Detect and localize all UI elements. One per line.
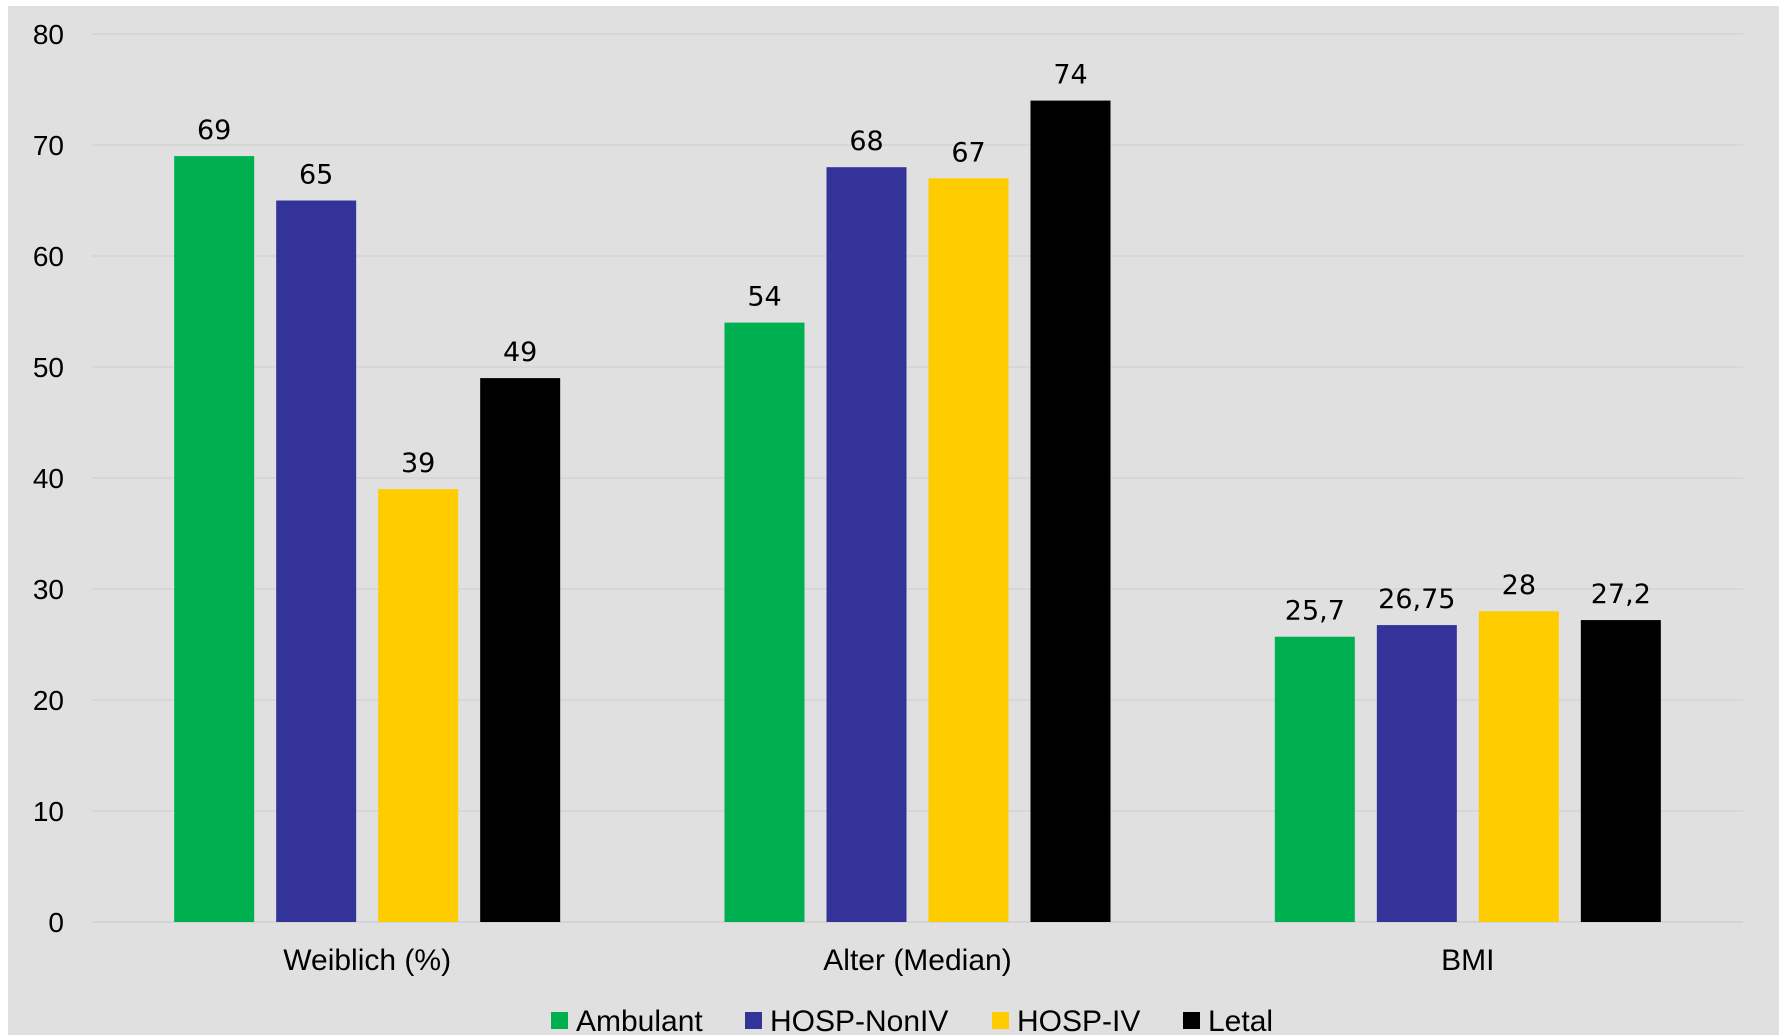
legend-label: HOSP-NonIV (770, 1005, 948, 1035)
data-label: 49 (503, 337, 537, 368)
y-axis: 0 10 20 30 40 50 60 70 80 (33, 19, 64, 938)
data-label: 68 (849, 126, 883, 157)
bar-hosp-noniv-2 (826, 167, 907, 922)
legend-label: HOSP-IV (1017, 1005, 1140, 1035)
bar-ambulant-1 (174, 156, 255, 923)
legend: Ambulant HOSP-NonIV HOSP-IV Letal (551, 1005, 1273, 1035)
x-category-label: BMI (1441, 944, 1494, 977)
data-label: 27,2 (1591, 579, 1651, 610)
y-tick-label: 40 (33, 463, 64, 494)
y-tick-label: 70 (33, 130, 64, 161)
bar-hosp-iv-2 (928, 178, 1009, 923)
bar-hosp-noniv-1 (276, 200, 357, 922)
bar-ambulant-2 (724, 322, 805, 923)
legend-swatch-hosp-noniv (745, 1012, 762, 1029)
legend-swatch-hosp-iv (992, 1012, 1009, 1029)
y-tick-label: 50 (33, 352, 64, 383)
gridlines (92, 33, 1743, 923)
data-label: 65 (299, 160, 333, 191)
y-tick-label: 80 (33, 19, 64, 50)
bar-hosp-iv-3 (1478, 611, 1559, 922)
legend-swatch-letal (1183, 1012, 1200, 1029)
data-labels: 69 65 39 49 54 68 67 74 25,7 26,75 28 27,2 (197, 60, 1651, 627)
y-tick-label: 20 (33, 685, 64, 716)
data-label: 54 (747, 282, 781, 313)
x-axis: Weiblich (%) Alter (Median) BMI (283, 944, 1494, 977)
y-tick-label: 0 (48, 907, 64, 938)
bar-hosp-noniv-3 (1376, 625, 1457, 922)
legend-label: Letal (1208, 1005, 1273, 1035)
data-label: 67 (951, 137, 985, 168)
data-label: 28 (1502, 570, 1536, 601)
bars (174, 100, 1661, 923)
bar-hosp-iv-1 (378, 489, 459, 922)
x-category-label: Weiblich (%) (283, 944, 451, 977)
bar-letal-1 (480, 378, 561, 923)
data-label: 69 (197, 115, 231, 146)
legend-swatch-ambulant (551, 1012, 568, 1029)
y-tick-label: 10 (33, 796, 64, 827)
data-label: 26,75 (1378, 584, 1455, 615)
legend-label: Ambulant (576, 1005, 703, 1035)
data-label: 39 (401, 448, 435, 479)
data-label: 74 (1053, 60, 1087, 91)
bar-letal-3 (1580, 620, 1661, 922)
data-label: 25,7 (1285, 596, 1345, 627)
y-tick-label: 60 (33, 241, 64, 272)
y-tick-label: 30 (33, 574, 64, 605)
bar-ambulant-3 (1274, 636, 1355, 922)
bar-letal-2 (1030, 100, 1111, 923)
x-category-label: Alter (Median) (823, 944, 1011, 977)
